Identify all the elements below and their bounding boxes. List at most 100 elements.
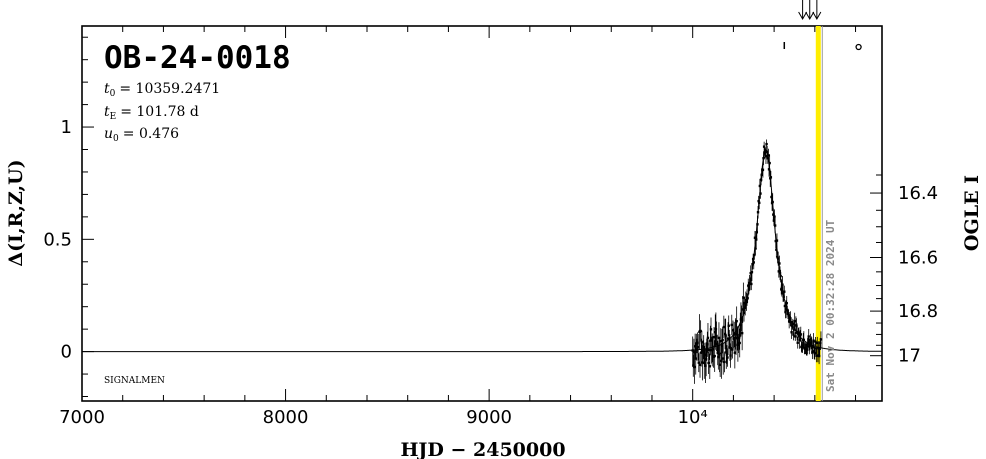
y-tick-label-right: 16.4 (898, 183, 938, 204)
data-point (780, 288, 783, 291)
data-point (715, 342, 719, 346)
data-point (806, 345, 809, 348)
data-point (778, 262, 781, 265)
data-point (725, 351, 728, 354)
data-point (792, 328, 796, 331)
data-point (718, 353, 721, 356)
data-point (756, 211, 760, 214)
data-point (731, 348, 734, 351)
param-tE: tE = 101.78 d (104, 104, 199, 122)
observation-arrowhead (812, 11, 822, 21)
data-point (753, 253, 756, 257)
data-point (723, 332, 727, 336)
data-point (785, 302, 788, 305)
x-tick-label: 10⁴ (678, 407, 708, 428)
observation-arrowhead (798, 11, 808, 21)
data-point (728, 346, 732, 349)
data-point (757, 199, 760, 203)
data-point (762, 145, 766, 148)
data-point (739, 323, 742, 327)
data-point (734, 336, 738, 339)
param-t0: t0 = 10359.2471 (104, 81, 220, 99)
data-point (694, 357, 697, 360)
data-point (692, 351, 696, 354)
data-point (805, 348, 809, 351)
data-point (786, 312, 790, 315)
x-tick-label: 9000 (466, 407, 512, 428)
data-point (707, 361, 710, 365)
data-point (814, 340, 817, 343)
data-point (716, 351, 719, 355)
data-point (777, 270, 780, 273)
data-point (695, 342, 698, 345)
data-point (766, 157, 770, 160)
data-point (754, 247, 757, 250)
data-point (744, 298, 748, 302)
data-point (789, 317, 792, 320)
y-tick-label-left: 0.5 (43, 229, 72, 250)
data-point (709, 339, 712, 342)
data-point (784, 308, 788, 311)
data-point (795, 330, 799, 334)
data-point (783, 290, 786, 293)
data-point (787, 320, 791, 323)
data-point (772, 213, 775, 216)
data-point (713, 354, 716, 358)
data-point (751, 257, 755, 261)
data-point (729, 347, 733, 350)
data-point (781, 283, 784, 286)
current-time-label: Sat Nov 2 00:32:28 2024 UT (824, 219, 837, 392)
data-point (807, 335, 810, 338)
data-point (736, 343, 740, 347)
data-point (719, 339, 722, 343)
data-point (715, 335, 718, 338)
data-point (741, 308, 744, 311)
chart-title: OB-24-0018 (104, 40, 291, 76)
data-point (767, 168, 771, 171)
data-point (742, 311, 746, 315)
data-point (720, 344, 724, 347)
data-point (815, 354, 818, 357)
data-point (781, 292, 785, 295)
data-point (711, 348, 715, 351)
data-point (696, 341, 699, 344)
data-point (725, 353, 729, 356)
data-point (738, 341, 741, 345)
data-point (818, 347, 821, 351)
data-point (729, 354, 732, 357)
data-point (783, 304, 787, 308)
data-point (801, 346, 804, 349)
y-tick-label-left: 1 (61, 117, 72, 138)
data-point (769, 176, 773, 179)
data-point (737, 342, 740, 345)
data-point (790, 331, 793, 334)
data-point (702, 345, 705, 349)
data-point (735, 319, 738, 323)
data-point (765, 142, 768, 146)
data-point (717, 336, 721, 340)
x-tick-label: 7000 (59, 407, 105, 428)
data-point (817, 347, 820, 350)
data-point (728, 338, 731, 341)
data-point (808, 345, 811, 348)
data-point (800, 345, 803, 349)
data-point (758, 201, 761, 205)
data-point (792, 333, 795, 336)
data-point (726, 337, 730, 340)
data-point (817, 354, 821, 358)
data-point (758, 184, 762, 188)
data-point (693, 345, 697, 348)
data-point (746, 297, 749, 300)
data-point (774, 239, 777, 243)
data-point (813, 352, 817, 355)
symbol-marker (855, 43, 862, 51)
data-point (819, 341, 822, 345)
data-point (706, 336, 710, 340)
data-point (748, 282, 752, 286)
data-point (809, 341, 813, 344)
data-point (789, 320, 793, 324)
data-point (798, 338, 801, 342)
data-point (747, 284, 750, 287)
plot-frame (81, 25, 883, 402)
